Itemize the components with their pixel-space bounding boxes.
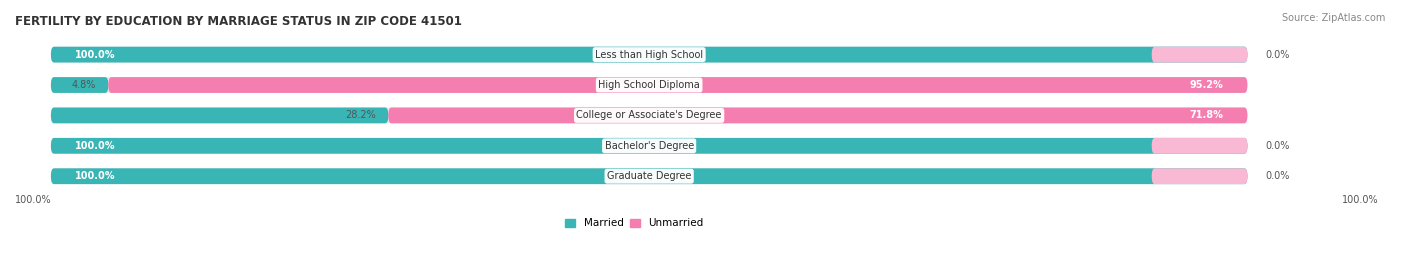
- Text: College or Associate's Degree: College or Associate's Degree: [576, 110, 721, 121]
- FancyBboxPatch shape: [51, 138, 1247, 154]
- FancyBboxPatch shape: [51, 138, 1247, 154]
- Text: 28.2%: 28.2%: [346, 110, 377, 121]
- FancyBboxPatch shape: [1152, 138, 1247, 154]
- FancyBboxPatch shape: [51, 47, 1247, 62]
- Text: 0.0%: 0.0%: [1265, 171, 1289, 181]
- Text: 100.0%: 100.0%: [75, 49, 115, 60]
- Text: 0.0%: 0.0%: [1265, 141, 1289, 151]
- FancyBboxPatch shape: [51, 77, 108, 93]
- Text: Source: ZipAtlas.com: Source: ZipAtlas.com: [1281, 13, 1385, 23]
- FancyBboxPatch shape: [108, 77, 1247, 93]
- FancyBboxPatch shape: [1152, 47, 1247, 62]
- Text: 100.0%: 100.0%: [15, 195, 52, 205]
- Text: 95.2%: 95.2%: [1189, 80, 1223, 90]
- FancyBboxPatch shape: [51, 47, 1247, 62]
- Text: 100.0%: 100.0%: [1343, 195, 1379, 205]
- Text: High School Diploma: High School Diploma: [599, 80, 700, 90]
- FancyBboxPatch shape: [51, 108, 388, 123]
- Text: 4.8%: 4.8%: [72, 80, 97, 90]
- Text: FERTILITY BY EDUCATION BY MARRIAGE STATUS IN ZIP CODE 41501: FERTILITY BY EDUCATION BY MARRIAGE STATU…: [15, 15, 463, 28]
- Text: 100.0%: 100.0%: [75, 171, 115, 181]
- Text: 0.0%: 0.0%: [1265, 49, 1289, 60]
- FancyBboxPatch shape: [51, 168, 1247, 184]
- Text: 71.8%: 71.8%: [1189, 110, 1223, 121]
- Text: 100.0%: 100.0%: [75, 141, 115, 151]
- Legend: Married, Unmarried: Married, Unmarried: [565, 218, 703, 228]
- Text: Graduate Degree: Graduate Degree: [607, 171, 692, 181]
- Text: Bachelor's Degree: Bachelor's Degree: [605, 141, 693, 151]
- FancyBboxPatch shape: [51, 77, 1247, 93]
- FancyBboxPatch shape: [388, 108, 1247, 123]
- FancyBboxPatch shape: [51, 168, 1247, 184]
- Text: Less than High School: Less than High School: [595, 49, 703, 60]
- FancyBboxPatch shape: [51, 108, 1247, 123]
- FancyBboxPatch shape: [1152, 168, 1247, 184]
